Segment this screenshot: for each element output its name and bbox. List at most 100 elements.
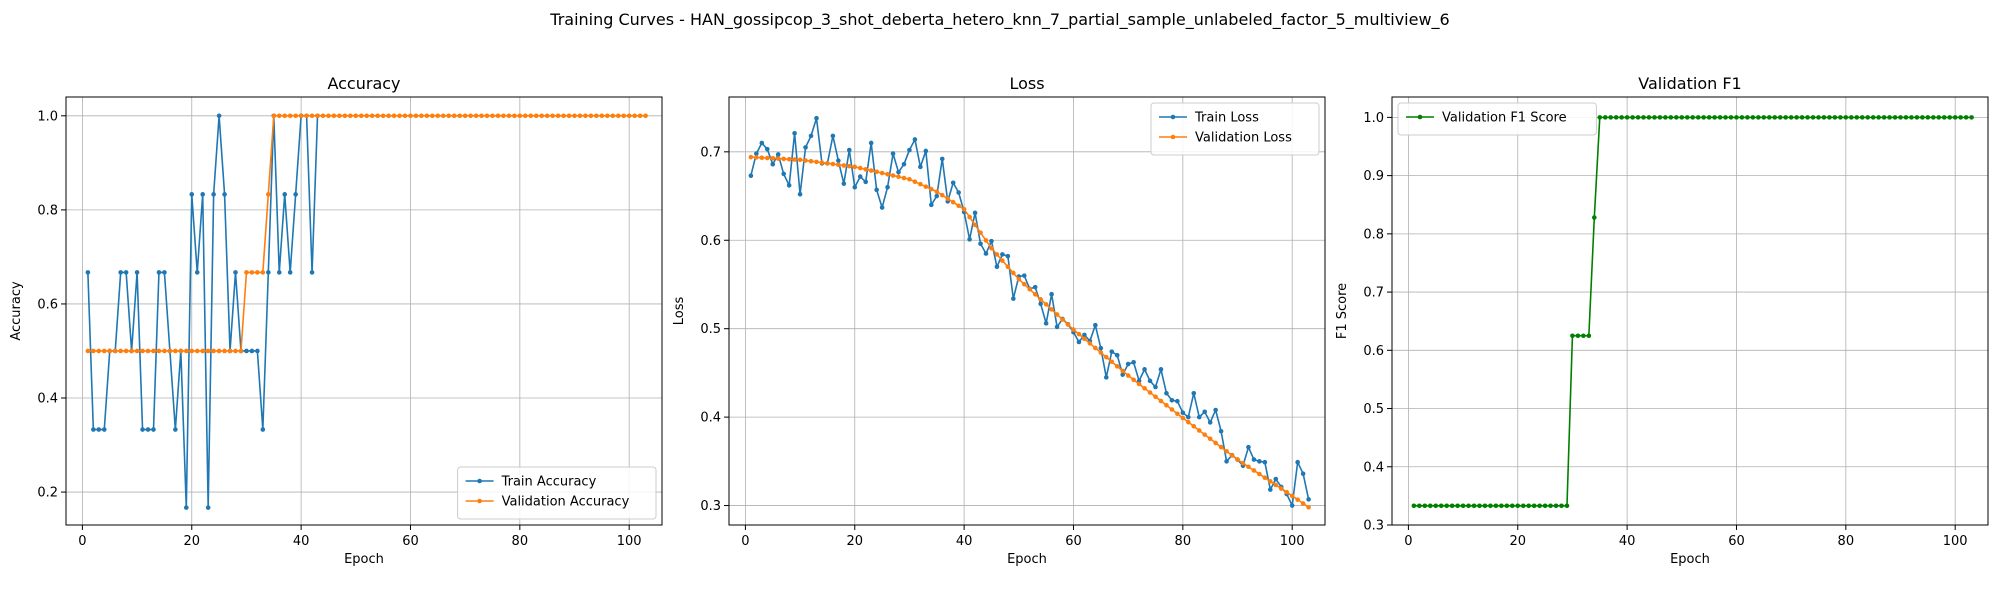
data-point [238, 348, 244, 354]
data-point [1493, 503, 1499, 509]
data-point [1564, 503, 1570, 509]
x-tick-label: 0 [741, 534, 749, 549]
data-point [1679, 115, 1685, 120]
y-tick-label: 0.4 [1363, 460, 1384, 475]
data-point [1925, 115, 1931, 120]
legend-marker [477, 478, 482, 484]
data-point [1843, 115, 1849, 120]
data-point [929, 202, 934, 208]
data-point [178, 348, 184, 354]
data-point [1903, 115, 1909, 120]
data-point [337, 113, 342, 119]
data-point [1278, 486, 1284, 491]
data-point [205, 505, 211, 510]
data-point [462, 113, 468, 119]
chart-0: 0 20 40 60 80 100 0.2 0.4 0.6 0.8 1.0 Accuracy Epoch… [9, 74, 663, 567]
data-point [610, 113, 616, 119]
data-point [101, 348, 107, 354]
data-point [96, 348, 102, 354]
axes-frame [1391, 96, 1989, 526]
data-point [775, 156, 781, 161]
data-point [1482, 503, 1488, 509]
legend-marker [477, 498, 482, 504]
data-point [216, 348, 222, 354]
data-point [1147, 378, 1153, 384]
y-axis-label: Loss [672, 297, 687, 326]
data-point [901, 175, 907, 181]
data-point [1870, 115, 1876, 120]
data-point [890, 173, 896, 178]
data-point [836, 162, 841, 168]
data-point [1619, 115, 1624, 120]
data-point [91, 427, 96, 432]
data-point [1011, 296, 1016, 301]
x-tick-label: 60 [402, 534, 419, 549]
data-point [1213, 407, 1218, 413]
data-point [200, 348, 205, 354]
data-point [1082, 332, 1087, 338]
data-point [1065, 322, 1071, 327]
data-point [1032, 291, 1038, 297]
data-point [967, 214, 972, 220]
data-point [495, 113, 501, 119]
data-point [550, 113, 555, 119]
data-point [528, 113, 534, 119]
y-tick-label: 0.6 [700, 234, 721, 249]
data-point [939, 156, 945, 162]
data-point [1674, 115, 1679, 120]
data-point [1164, 402, 1169, 408]
y-tick-label: 1.0 [1363, 111, 1384, 126]
data-point [118, 270, 123, 275]
data-point [1268, 479, 1273, 484]
data-point [972, 222, 978, 228]
data-point [1832, 115, 1838, 120]
data-point [1597, 115, 1603, 120]
data-point [830, 161, 836, 167]
data-point [1652, 115, 1657, 120]
data-point [1592, 215, 1597, 220]
data-point [145, 427, 151, 432]
x-tick-label: 100 [617, 534, 642, 549]
data-point [775, 152, 781, 157]
data-point [107, 348, 113, 354]
data-point [118, 348, 123, 354]
data-point [1284, 489, 1290, 495]
data-point [1520, 503, 1526, 509]
data-point [1963, 115, 1969, 120]
data-point [1509, 503, 1515, 509]
data-point [1586, 333, 1592, 339]
data-point [1186, 419, 1191, 425]
y-tick-label: 0.4 [37, 392, 58, 407]
data-point [1295, 459, 1300, 465]
legend-box [1150, 102, 1320, 156]
data-point [594, 113, 599, 119]
data-point [1427, 503, 1433, 509]
y-tick-label: 0.8 [37, 203, 58, 218]
data-point [1268, 487, 1273, 492]
data-point [1766, 115, 1772, 120]
data-point [857, 174, 863, 179]
data-point [1103, 375, 1109, 380]
data-point [808, 133, 814, 139]
data-point [249, 348, 255, 354]
x-tick-label: 80 [1175, 534, 1192, 549]
data-point [1109, 349, 1115, 354]
data-point [1799, 115, 1805, 120]
data-point [397, 113, 402, 119]
data-point [1854, 115, 1860, 120]
data-point [413, 113, 419, 119]
data-point [885, 171, 890, 177]
data-point [929, 186, 934, 192]
data-point [151, 427, 156, 432]
data-point [1449, 503, 1455, 509]
data-point [1663, 115, 1668, 120]
data-point [1191, 424, 1197, 429]
data-point [1657, 115, 1663, 120]
x-axis-label: Epoch [344, 552, 384, 567]
legend-box [457, 466, 657, 520]
data-point [857, 165, 863, 171]
data-point [375, 113, 380, 119]
data-point [194, 270, 200, 275]
data-point [96, 427, 102, 432]
x-tick-label: 0 [1404, 534, 1412, 549]
